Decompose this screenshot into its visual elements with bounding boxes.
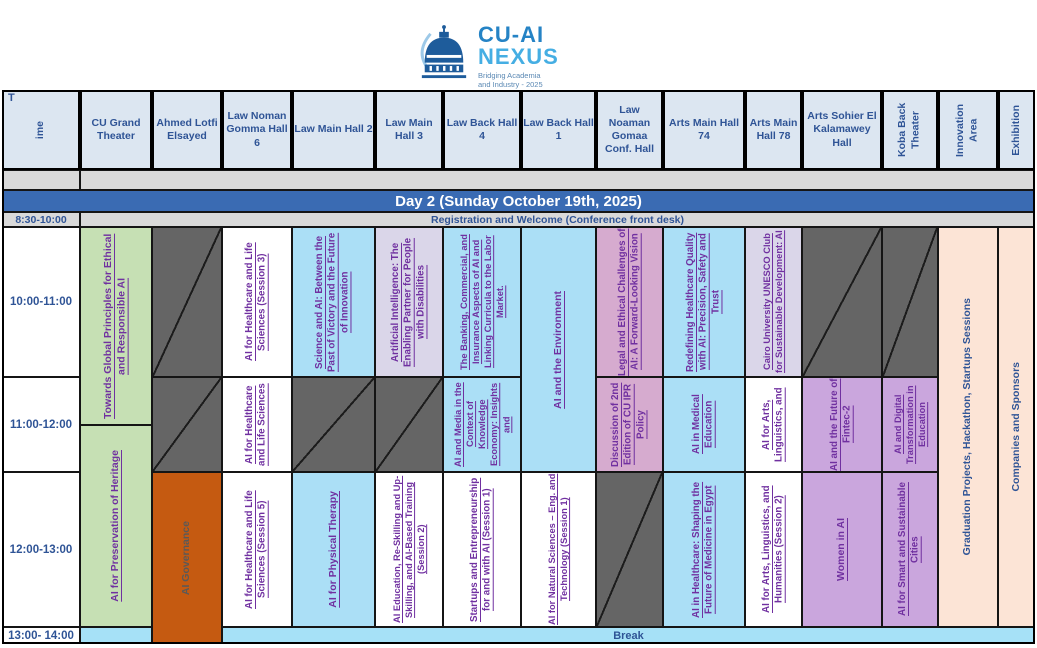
session-cell-unesco-club: Cairo University UNESCO Club for Sustain… [745,227,802,377]
logo-title-cuai: CU-AI [478,22,545,47]
session-cell-healthcare: AI for Healthcare and Life Sciences [222,377,292,472]
session-cell-ai-media: AI and Media in the Context of Knowledge… [443,377,521,472]
session-cell-legal-ethical: Legal and Ethical Challenges of AI: A Fo… [596,227,663,377]
session-cell-ipr-policy: Discussion of 2nd Edition of CU IPR Poli… [596,377,663,472]
header-arts-sohier-el-kalamawey-hall: Arts Sohier El Kalamawey Hall [802,90,882,170]
day-banner: Day 2 (Sunday October 19th, 2025) [2,190,1035,212]
session-cell-healthcare-egypt: AI in Healthcare: Shaping the Future of … [663,472,745,627]
session-cell-ai-environment: AI and the Environment [521,227,596,472]
header-law-main-hall3: Law Main Hall 3 [375,90,443,170]
session-cell-redefining-healthcare: Redefining Healthcare Quality with AI: P… [663,227,745,377]
session-cell-graduation-projects: Graduation Projects, Hackathon, Startups… [938,227,998,627]
session-cell-science-and-ai: Science and AI: Between the Past of Vict… [292,227,375,377]
header-law-back-hall1: Law Back Hall 1 [521,90,596,170]
break-cell-left [80,627,152,644]
crossed-cell [375,377,443,472]
time-1200-1300: 12:00-13:00 [2,472,80,627]
header-law-noman-gomma-hall6: Law Noman Gomma Hall 6 [222,90,292,170]
header-ahmed-lotfi-elsayed: Ahmed Lotfi Elsayed [152,90,222,170]
header-cu-grand-theater: CU Grand Theater [80,90,152,170]
dome-icon [418,24,470,89]
crossed-cell [292,377,375,472]
crossed-cell [802,227,882,377]
time-registration: 8:30-10:00 [2,212,80,227]
session-cell-ai-education-training: AI Education, Re-Skilling and Up-Skillin… [375,472,443,627]
spacer-cell-time [2,170,80,190]
break-cell: Break [222,627,1035,644]
session-cell-arts-linguistics-s2: AI for Arts, Linguistics, and Humanities… [745,472,802,627]
spacer-cell-wide [80,170,1035,190]
header-arts-main-hall74: Arts Main Hall 74 [663,90,745,170]
header-law-main-hall2: Law Main Hall 2 [292,90,375,170]
crossed-cell [152,377,222,472]
time-1100-1200: 11:00-12:00 [2,377,80,472]
session-cell-women-in-ai: Women in AI [802,472,882,627]
header-arts-main-hall78: Arts Main Hall 78 [745,90,802,170]
session-cell-ai-preservation-heritage: AI for Preservation of Heritage [80,425,152,627]
session-cell-companies-sponsors: Companies and Sponsors [998,227,1035,627]
session-cell-fintec2: AI and the Future of Fintec-2 [802,377,882,472]
crossed-cell [882,227,938,377]
header-koba-back-theater: Koba Back Theater [882,90,938,170]
session-cell-healthcare-s3: AI for Healthcare and Life Sciences (Ses… [222,227,292,377]
header-law-back-hall4: Law Back Hall 4 [443,90,521,170]
crossed-cell [152,227,222,377]
session-cell-towards-global-principles: Towards Global Principles for Ethical an… [80,227,152,425]
time-1300-1400: 13:00- 14:00 [2,627,80,644]
registration-cell: Registration and Welcome (Conference fro… [80,212,1035,227]
header-law-noaman-gomaa-conf-hall: Law Noaman Gomaa Conf. Hall [596,90,663,170]
logo-tagline: Bridging Academia and Industry - 2025 [478,71,543,90]
crossed-cell [596,472,663,627]
session-cell-ai-disabilities: Artificial Intelligence: The Enabling Pa… [375,227,443,377]
logo-title-nexus: NEXUS [478,44,559,69]
session-cell-natural-sciences: AI for Natural Sciences – Eng. and Techn… [521,472,596,627]
header-exhibition: Exhibition [998,90,1035,170]
session-cell-startups: Startups and Entrepreneurship for and wi… [443,472,521,627]
session-cell-medical-education: AI in Medical Education [663,377,745,472]
cu-ai-nexus-logo: CU-AI NEXUS Bridging Academia and Indust… [418,24,559,90]
header-time: T ime [2,90,80,170]
header-innovation-area: Innovation Area [938,90,998,170]
session-cell-ai-governance: AI Governance [152,472,222,644]
session-cell-healthcare-s5: AI for Healthcare and Life Sciences (Ses… [222,472,292,627]
session-cell-arts-linguistics: AI for Arts, Linguistics, and [745,377,802,472]
time-1000-1100: 10:00-11:00 [2,227,80,377]
session-cell-banking-commercial: The Banking, Commercial, and Insurance A… [443,227,521,377]
session-cell-physical-therapy: AI for Physical Therapy [292,472,375,627]
session-cell-digital-transformation: AI and Digital Transformation in Educati… [882,377,938,472]
session-cell-smart-cities: AI for Smart and Sustainable Cities [882,472,938,627]
